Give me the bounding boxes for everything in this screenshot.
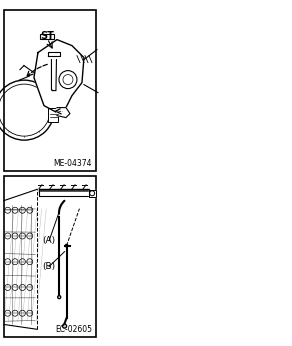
Bar — [4, 176, 96, 337]
Bar — [4, 10, 96, 171]
Polygon shape — [57, 108, 70, 118]
Circle shape — [58, 295, 61, 299]
Bar — [48, 108, 58, 122]
Polygon shape — [34, 39, 84, 112]
Text: (A): (A) — [43, 236, 56, 245]
FancyBboxPatch shape — [40, 34, 54, 39]
Polygon shape — [39, 189, 89, 192]
Text: EC-02605: EC-02605 — [55, 325, 92, 334]
Circle shape — [62, 324, 67, 328]
Polygon shape — [48, 52, 60, 56]
Circle shape — [65, 244, 68, 247]
Text: ST: ST — [40, 31, 54, 41]
Text: ME-04374: ME-04374 — [53, 159, 92, 168]
Polygon shape — [39, 192, 89, 196]
Polygon shape — [89, 190, 96, 197]
Polygon shape — [51, 60, 56, 90]
Text: (B): (B) — [43, 262, 56, 271]
